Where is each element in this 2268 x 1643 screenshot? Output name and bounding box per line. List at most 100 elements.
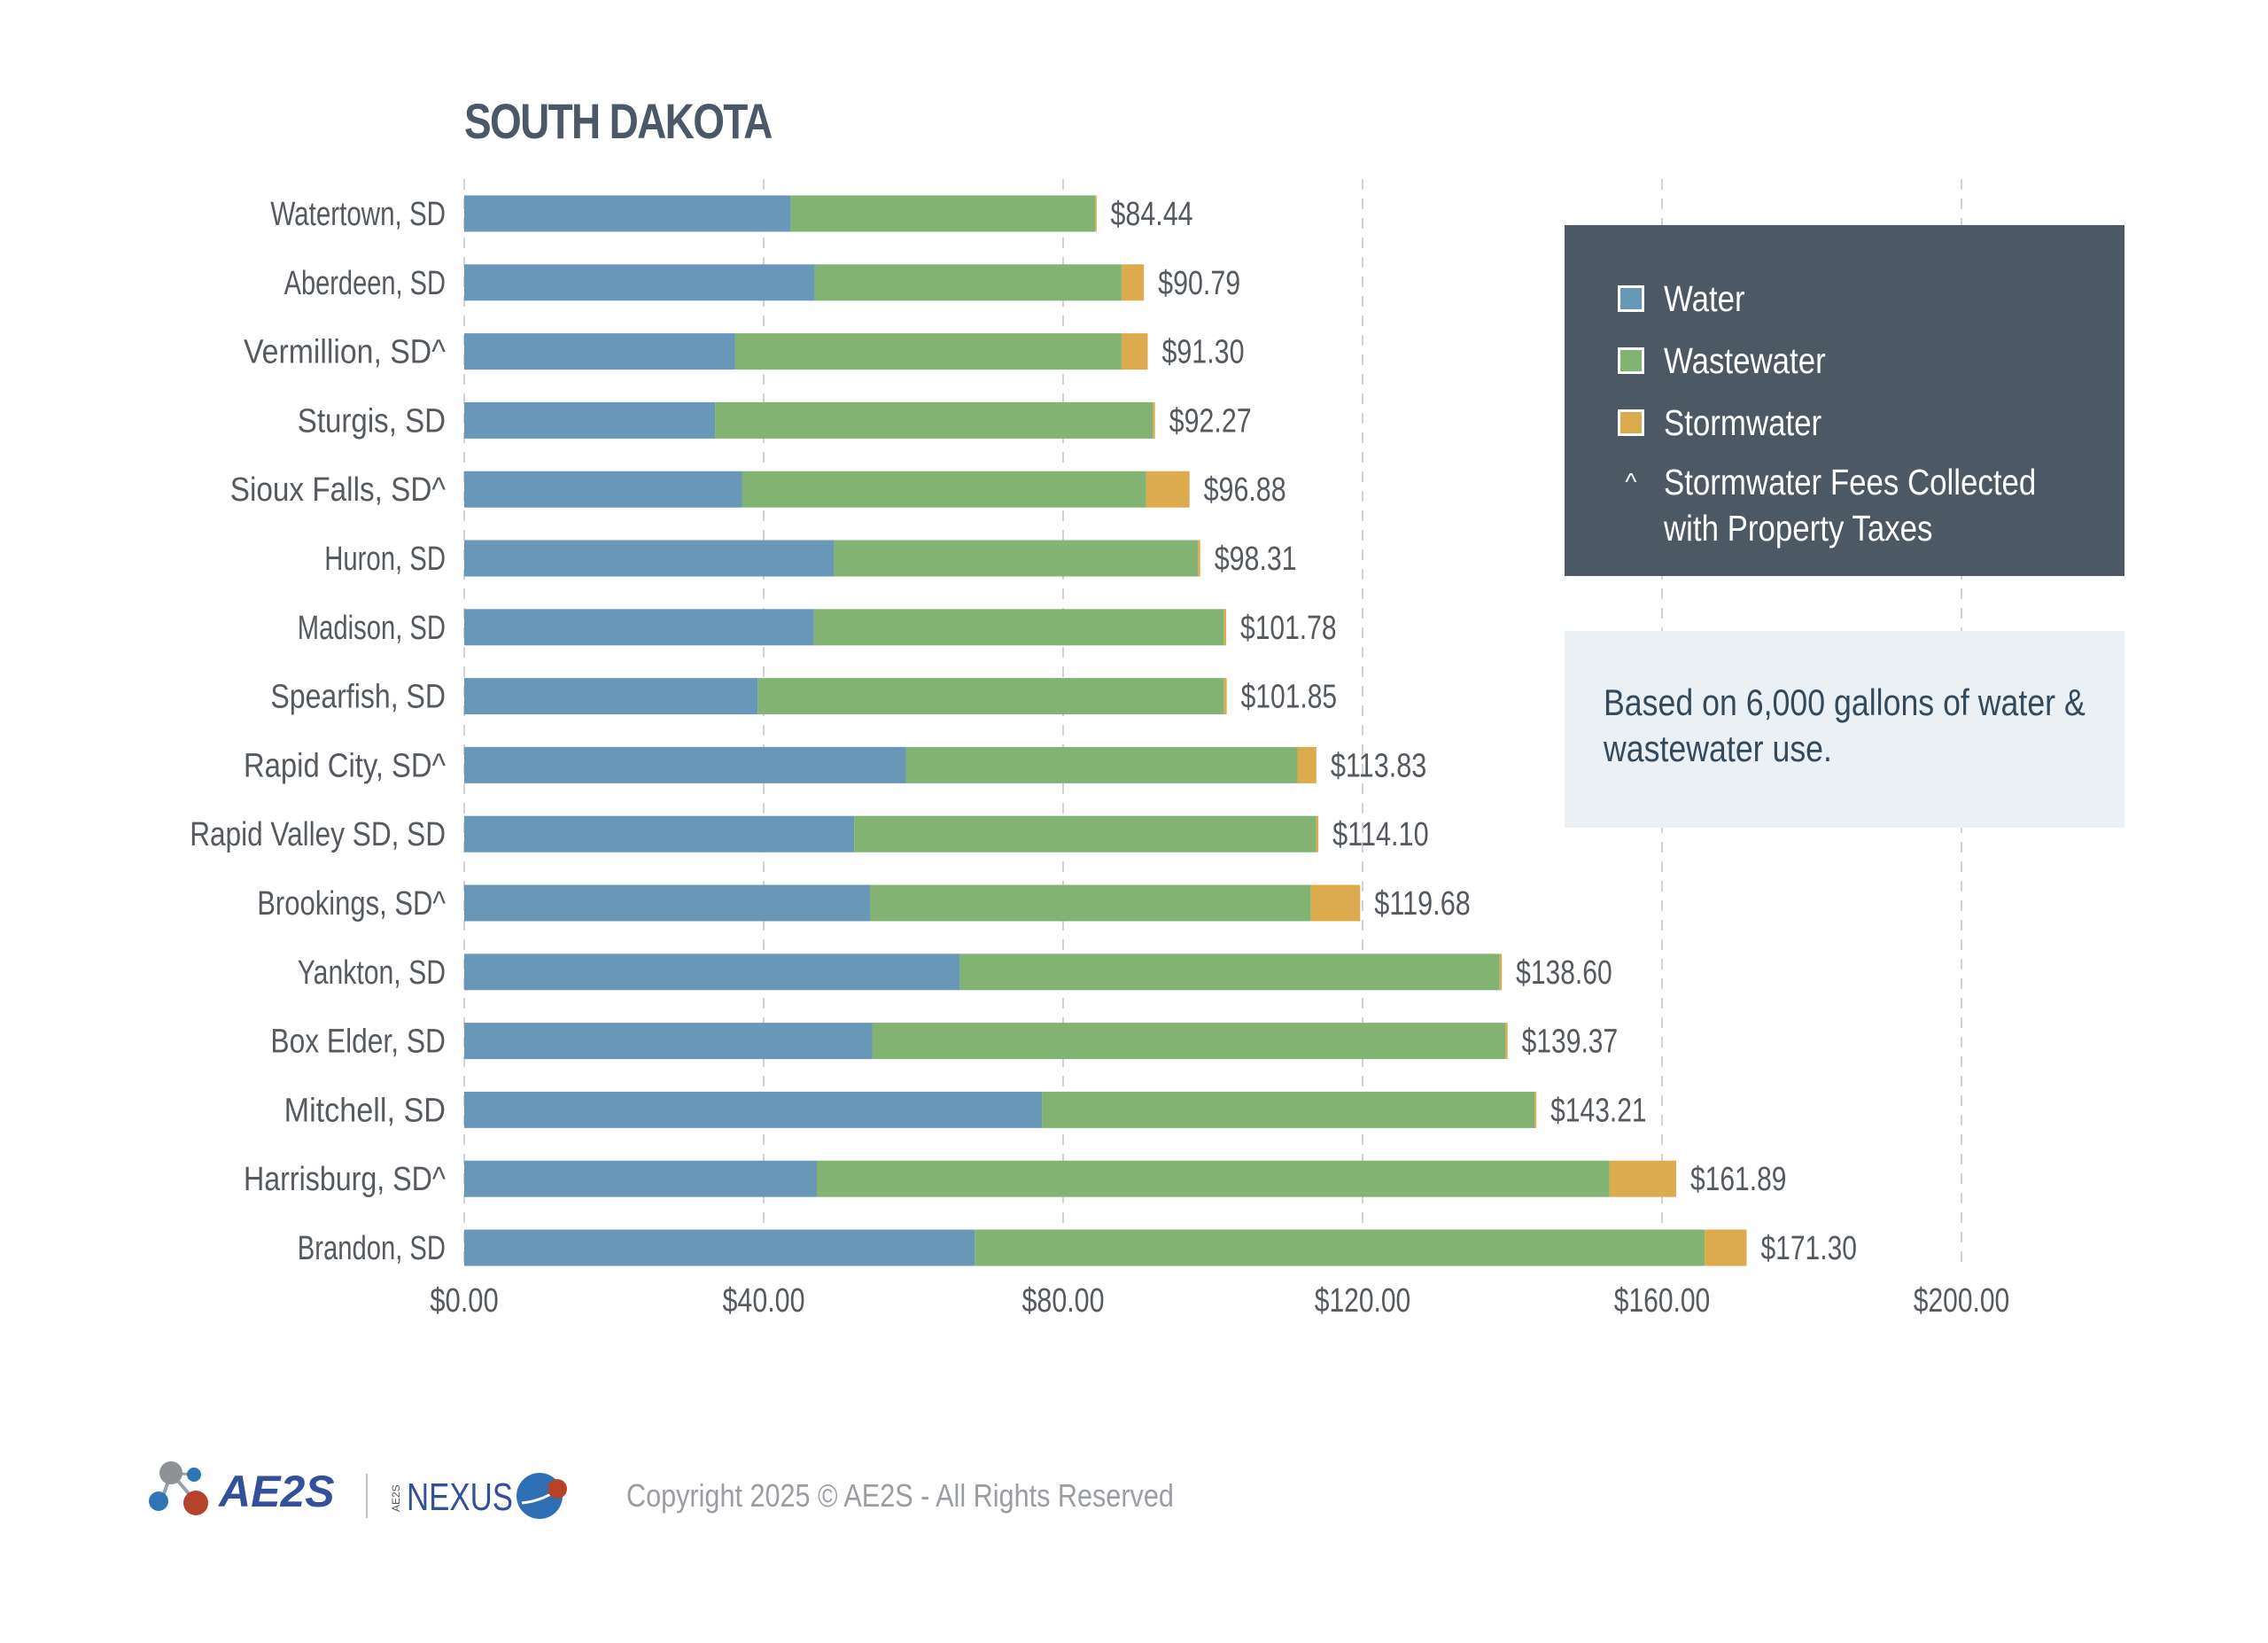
category-label: Huron, SD [324, 541, 446, 578]
category-label: Aberdeen, SD [284, 265, 446, 302]
total-value-label: $138.60 [1516, 954, 1612, 992]
legend-item-stormwater: Stormwater [1618, 392, 2124, 454]
x-tick-label: $80.00 [1022, 1282, 1105, 1320]
bar-segment-stormwater [1534, 1091, 1537, 1128]
total-value-label: $101.85 [1241, 679, 1338, 716]
bar-segment-wastewater [715, 401, 1153, 439]
legend-swatch-stormwater [1618, 409, 1644, 436]
legend-label: Stormwater [1664, 401, 1822, 443]
bar-segment-stormwater [1153, 401, 1155, 439]
total-value-label: $96.88 [1204, 471, 1286, 509]
caret-symbol: ^ [1625, 468, 1637, 495]
x-tick-label: $120.00 [1315, 1282, 1411, 1320]
bar-segment-wastewater [816, 1160, 1610, 1197]
footer-divider [366, 1474, 368, 1518]
category-label: Box Elder, SD [270, 1024, 446, 1061]
category-label: Brookings, SD^ [257, 885, 446, 923]
bar-segment-wastewater [734, 333, 1122, 370]
category-labels: Watertown, SD Aberdeen, SD Vermillion, SD^… [190, 196, 446, 1267]
bar-segment-stormwater [1198, 540, 1200, 577]
ae2s-logo: AE2S [146, 1460, 350, 1531]
x-tick-label: $0.00 [430, 1282, 499, 1320]
bar-group [464, 954, 1503, 991]
bar-segment-stormwater [1297, 746, 1317, 783]
bar-segment-water [464, 1023, 873, 1060]
category-label: Yankton, SD [298, 954, 446, 992]
bar-segment-water [464, 540, 835, 577]
bar-segment-water [464, 195, 791, 232]
molecule-icon: AE2S [149, 1461, 335, 1516]
bar-group [464, 401, 1155, 439]
bar-segment-wastewater [834, 540, 1199, 577]
legend-label: Water [1664, 277, 1745, 319]
x-tick-label: $200.00 [1914, 1282, 2010, 1320]
bar-segment-stormwater [1705, 1229, 1747, 1266]
bar-segment-wastewater [814, 264, 1122, 301]
bar-group [464, 884, 1361, 922]
legend-note-line1: Stormwater Fees Collected [1664, 462, 2037, 502]
bar-segment-wastewater [757, 678, 1224, 715]
bar-segment-stormwater [1505, 1023, 1508, 1060]
bar-segment-wastewater [872, 1023, 1506, 1060]
x-tick-label: $40.00 [723, 1282, 805, 1320]
category-label: Spearfish, SD [270, 679, 446, 716]
category-label: Mitchell, SD [284, 1092, 446, 1129]
bar-segment-wastewater [1042, 1091, 1535, 1128]
bar-group [464, 333, 1148, 370]
bar-segment-wastewater [905, 746, 1298, 783]
note-line1: Based on 6,000 gallons of water & [1604, 681, 2085, 723]
bar-segment-stormwater [1223, 678, 1227, 715]
bar-segment-stormwater [1121, 333, 1148, 370]
category-label: Vermillion, SD^ [244, 334, 446, 371]
legend-item-wastewater: Wastewater [1618, 330, 2124, 392]
bar-segment-wastewater [813, 609, 1224, 646]
note-line2: wastewater use. [1604, 728, 1832, 769]
bar-segment-water [464, 471, 742, 508]
total-value-label: $171.30 [1760, 1230, 1856, 1267]
total-value-label: $143.21 [1550, 1092, 1647, 1129]
bar-segment-wastewater [742, 471, 1146, 508]
bar-group [464, 678, 1227, 715]
bar-segment-stormwater [1310, 884, 1361, 922]
category-label: Sturgis, SD [298, 402, 446, 440]
total-value-label: $90.79 [1158, 265, 1240, 302]
category-label: Madison, SD [298, 610, 446, 647]
bar-group [464, 195, 1097, 232]
bar-segment-wastewater [975, 1229, 1705, 1266]
bar-group [464, 1229, 1747, 1266]
total-value-label: $101.78 [1240, 610, 1337, 647]
bar-segment-water [464, 264, 815, 301]
bar-group [464, 746, 1317, 783]
x-axis-ticks: $0.00 $40.00 $80.00 $120.00 $160.00 $200.00 [430, 1282, 2009, 1320]
bar-segment-wastewater [869, 884, 1311, 922]
bar-group [464, 1091, 1537, 1128]
copyright-text: Copyright 2025 © AE2S - All Rights Reser… [626, 1477, 1174, 1514]
bar-segment-stormwater [1316, 815, 1319, 853]
bar-segment-water [464, 815, 855, 853]
category-label: Sioux Falls, SD^ [230, 471, 446, 509]
nexus-logo: AE2S NEXUS [387, 1460, 591, 1531]
total-value-label: $84.44 [1111, 196, 1193, 233]
bar-segment-water [464, 609, 814, 646]
bar-group [464, 609, 1227, 646]
category-label: Harrisburg, SD^ [244, 1161, 446, 1198]
legend-note-line2: with Property Taxes [1664, 508, 1933, 549]
legend-swatch-wastewater [1618, 347, 1644, 374]
legend-footnote: ^ Stormwater Fees Collected with Propert… [1618, 459, 2124, 551]
legend-item-water: Water [1618, 268, 2124, 330]
total-value-label: $161.89 [1690, 1161, 1787, 1198]
bar-segment-water [464, 954, 960, 991]
bar-segment-stormwater [1609, 1160, 1676, 1197]
bar-group [464, 471, 1190, 508]
bar-segment-wastewater [959, 954, 1500, 991]
bar-segment-water [464, 678, 758, 715]
legend-swatch-water [1618, 285, 1644, 312]
bar-group [464, 1023, 1508, 1060]
bar-segment-wastewater [790, 195, 1096, 232]
category-label: Brandon, SD [298, 1230, 446, 1267]
bar-segment-stormwater [1223, 609, 1227, 646]
total-value-label: $114.10 [1332, 816, 1429, 853]
bar-segment-water [464, 884, 870, 922]
legend: Water Wastewater Stormwater ^ Stormwater… [1565, 225, 2124, 576]
